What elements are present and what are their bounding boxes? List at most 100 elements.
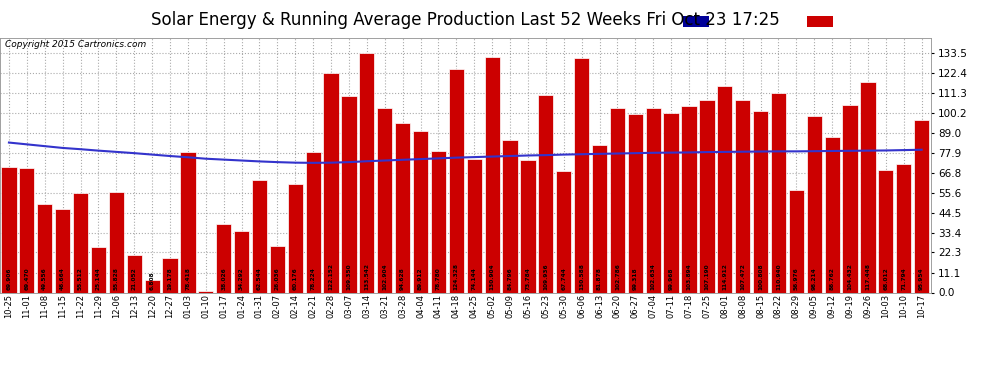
Bar	[521, 160, 536, 292]
Bar	[842, 105, 857, 292]
Bar	[503, 140, 518, 292]
Bar	[896, 164, 912, 292]
Text: 110.940: 110.940	[776, 263, 781, 290]
Text: 74.144: 74.144	[472, 267, 477, 290]
Bar	[198, 291, 214, 292]
Bar	[73, 193, 88, 292]
Bar	[914, 120, 930, 292]
Text: 130.904: 130.904	[490, 263, 495, 290]
Text: 103.894: 103.894	[686, 263, 691, 290]
Bar	[592, 146, 607, 292]
Bar	[359, 53, 374, 292]
Bar	[324, 73, 339, 292]
Text: 84.796: 84.796	[508, 267, 513, 290]
Text: 133.542: 133.542	[364, 263, 369, 290]
Text: 34.292: 34.292	[240, 267, 245, 290]
Text: 69.906: 69.906	[7, 267, 12, 290]
Text: 117.448: 117.448	[865, 263, 870, 290]
Bar	[663, 113, 679, 292]
Text: 122.152: 122.152	[329, 263, 334, 290]
Bar	[448, 69, 464, 292]
Bar	[162, 258, 177, 292]
Bar	[270, 246, 285, 292]
Text: 102.904: 102.904	[382, 263, 387, 290]
Text: 104.432: 104.432	[847, 263, 852, 290]
Text: 99.968: 99.968	[668, 267, 673, 290]
Text: 81.878: 81.878	[597, 267, 602, 290]
Text: 55.828: 55.828	[114, 267, 119, 290]
Bar	[55, 209, 70, 292]
Bar	[717, 86, 733, 292]
Bar	[288, 184, 303, 292]
Bar	[38, 204, 52, 292]
Text: 6.808: 6.808	[149, 271, 154, 290]
Bar	[789, 190, 804, 292]
Text: 71.794: 71.794	[901, 267, 906, 290]
Bar	[736, 99, 750, 292]
Bar	[539, 95, 553, 292]
Text: Solar Energy & Running Average Production Last 52 Weeks Fri Oct 23 17:25: Solar Energy & Running Average Productio…	[150, 11, 780, 29]
Text: 49.556: 49.556	[43, 267, 48, 290]
Bar	[860, 82, 875, 292]
Bar	[145, 280, 159, 292]
Bar	[251, 180, 267, 292]
Text: 95.954: 95.954	[919, 267, 924, 290]
Text: 78.780: 78.780	[436, 267, 441, 290]
Text: 89.912: 89.912	[418, 267, 423, 290]
Bar	[610, 108, 625, 292]
Bar	[556, 171, 571, 292]
Legend: Average  (kWh), Weekly  (kWh): Average (kWh), Weekly (kWh)	[679, 12, 926, 31]
Bar	[127, 255, 142, 292]
Text: 68.012: 68.012	[883, 267, 888, 290]
Text: 19.178: 19.178	[167, 267, 172, 290]
Bar	[431, 151, 446, 292]
Text: 102.786: 102.786	[615, 263, 620, 290]
Text: 56.976: 56.976	[794, 267, 799, 290]
Bar	[484, 57, 500, 292]
Bar	[377, 108, 392, 292]
Text: 62.544: 62.544	[257, 267, 262, 290]
Text: 78.224: 78.224	[311, 267, 316, 290]
Bar	[645, 108, 660, 292]
Bar	[628, 114, 643, 292]
Bar	[91, 248, 106, 292]
Bar	[234, 231, 249, 292]
Text: Copyright 2015 Cartronics.com: Copyright 2015 Cartronics.com	[5, 40, 146, 49]
Bar	[878, 170, 893, 292]
Text: 55.512: 55.512	[78, 267, 83, 290]
Bar	[109, 192, 124, 292]
Text: 38.026: 38.026	[221, 267, 226, 290]
Bar	[466, 159, 482, 292]
Text: 26.036: 26.036	[275, 267, 280, 290]
Text: 124.328: 124.328	[453, 263, 458, 290]
Bar	[807, 116, 822, 292]
Bar	[216, 224, 232, 292]
Text: 100.808: 100.808	[758, 263, 763, 290]
Text: 60.176: 60.176	[293, 267, 298, 290]
Bar	[574, 58, 589, 292]
Text: 98.214: 98.214	[812, 267, 817, 290]
Text: 107.190: 107.190	[705, 263, 710, 290]
Text: 99.318: 99.318	[633, 267, 638, 290]
Text: 86.762: 86.762	[830, 267, 835, 290]
Text: 46.664: 46.664	[60, 267, 65, 290]
Text: 73.784: 73.784	[526, 267, 531, 290]
Bar	[395, 123, 410, 292]
Bar	[180, 152, 195, 292]
Bar	[19, 168, 35, 292]
Text: 130.588: 130.588	[579, 263, 584, 290]
Bar	[342, 96, 356, 292]
Bar	[681, 106, 697, 292]
Text: 67.744: 67.744	[561, 267, 566, 290]
Text: 78.418: 78.418	[185, 267, 190, 290]
Bar	[413, 131, 428, 292]
Text: 94.628: 94.628	[400, 267, 405, 290]
Text: 107.472: 107.472	[741, 263, 745, 290]
Bar	[753, 111, 768, 292]
Bar	[306, 152, 321, 292]
Text: 109.350: 109.350	[346, 263, 351, 290]
Text: 25.144: 25.144	[96, 267, 101, 290]
Text: 109.936: 109.936	[544, 263, 548, 290]
Bar	[771, 93, 786, 292]
Text: 69.470: 69.470	[25, 267, 30, 290]
